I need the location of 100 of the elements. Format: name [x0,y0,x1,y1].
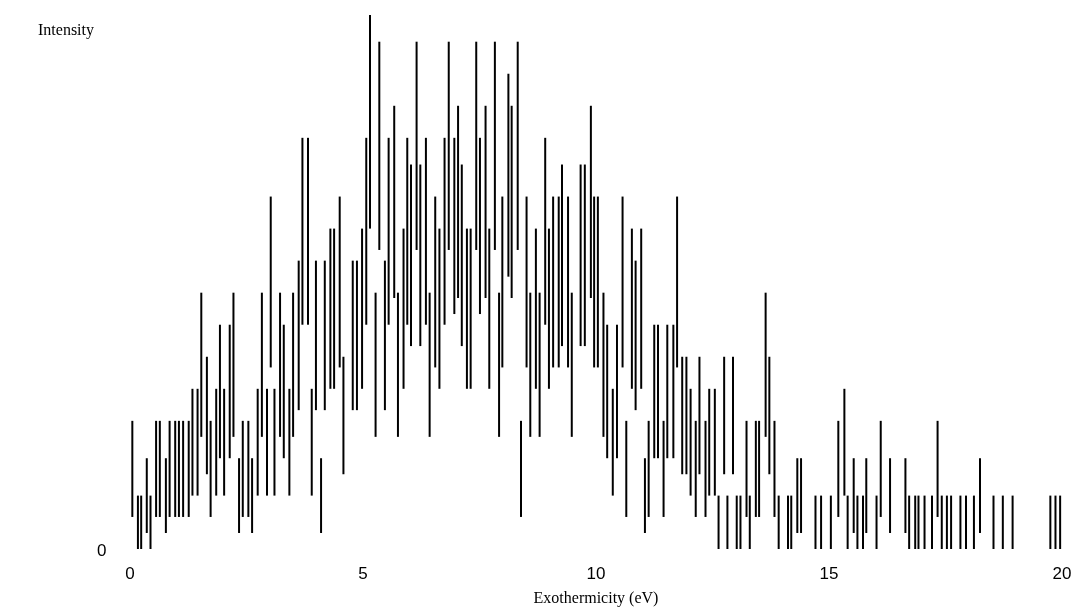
candlestick [904,458,907,533]
candlestick [713,388,716,496]
candlestick [643,458,646,533]
candlestick [241,420,244,517]
candlestick [307,137,310,325]
candlestick [238,458,241,533]
candlestick [544,137,547,325]
candlestick [131,420,134,517]
x-tick-label: 0 [125,564,135,583]
candlestick [875,495,878,549]
candlestick [269,196,272,368]
candlestick [914,495,917,549]
candlestick [739,495,742,549]
candlestick [260,292,263,437]
candlestick [410,164,412,347]
candlestick [685,356,688,475]
candlestick [634,260,637,411]
candlestick [602,292,605,437]
candlestick [158,420,161,517]
candlestick [621,196,624,368]
candlestick [447,41,450,250]
candlestick [547,228,550,389]
candlestick [978,458,981,533]
candlestick [735,495,738,549]
candlestick [908,495,911,549]
candlestick [917,495,920,549]
candlestick [320,458,323,533]
candlestick [653,324,656,459]
candlestick [355,260,358,411]
candlestick [625,420,628,517]
candlestick [266,388,268,496]
candlestick [149,495,152,549]
candlestick [923,495,926,549]
candlestick [656,324,659,459]
candlestick [378,41,381,250]
candlestick [1049,495,1052,549]
candlestick [443,137,446,325]
candlestick [676,196,679,368]
candlestick [507,73,510,277]
candlestick [434,196,437,368]
candlestick [314,260,317,411]
candlestick [615,324,618,459]
candlestick [247,420,250,517]
candlestick [596,196,599,368]
candlestick [516,41,519,250]
candlestick [552,196,555,368]
candlestick [177,420,180,517]
candlestick [837,420,840,517]
candlestick [732,356,734,475]
candlestick [889,458,892,533]
candlestick [387,137,390,325]
candlestick [843,388,846,496]
candlestick [310,388,313,496]
candlestick [365,137,368,325]
candlestick [164,458,167,533]
candlestick [478,137,481,315]
candlestick [393,105,396,299]
candlestick [930,495,933,549]
candlestick [424,137,427,325]
candlestick [374,292,377,437]
candlestick [323,260,326,411]
candlestick [945,495,948,549]
candlestick [205,356,208,475]
candlestick [611,388,614,496]
candlestick [723,356,726,475]
candlestick [820,495,823,549]
candlestick [630,228,633,389]
candlestick [457,105,460,299]
candlestick [754,420,757,517]
candlestick [790,495,793,549]
candlestick [140,495,143,549]
candlestick [145,458,148,533]
candlestick [940,495,943,549]
candlestick [251,458,254,533]
candlestick [223,388,226,496]
candlestick [579,164,582,347]
candlestick [383,260,386,411]
candlestick [282,324,285,459]
candlestick [361,228,364,389]
candlestick [209,420,212,517]
candlestick [800,458,803,533]
candlestick [174,420,177,517]
candlestick [475,41,478,250]
candlestick [273,388,276,496]
candlestick [465,228,468,389]
candlestick [567,196,570,368]
candlestick [510,105,513,299]
candlestick [583,164,586,347]
x-tick-label: 15 [819,564,839,583]
candlestick [329,228,332,389]
candlestick [279,292,282,437]
candlestick [672,324,675,459]
text: Intensity [38,20,94,39]
candlestick [136,495,139,549]
x-axis-title: Exothermicity (eV) [533,588,659,607]
candlestick [570,292,573,437]
candlestick [438,228,441,389]
candlestick [460,164,463,347]
candlestick [786,495,789,549]
candlestick [428,292,431,437]
